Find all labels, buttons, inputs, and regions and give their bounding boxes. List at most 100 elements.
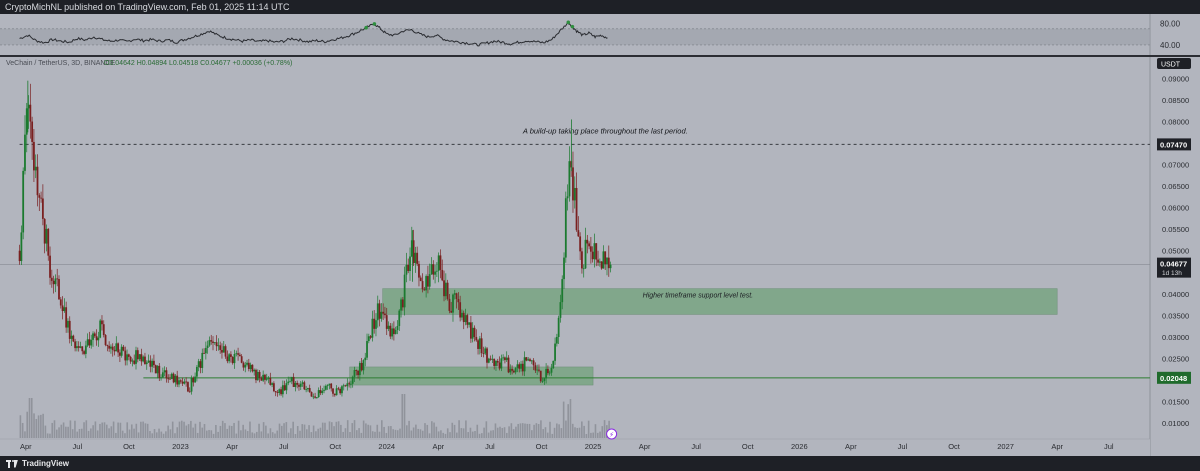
candle-body: [543, 378, 546, 382]
candle-body: [278, 389, 281, 393]
candle-body: [106, 345, 109, 346]
candle-body: [493, 358, 496, 366]
time-tick-label: Jul: [279, 442, 289, 451]
candle-body: [290, 376, 293, 382]
volume-bar: [542, 429, 544, 438]
time-tick-label: Jul: [691, 442, 701, 451]
candle-body: [604, 251, 607, 265]
candle-body: [432, 264, 435, 275]
candle-body: [412, 240, 415, 264]
volume-bar: [151, 433, 154, 438]
volume-bar: [449, 432, 451, 438]
volume-bar: [180, 420, 183, 438]
candle-body: [253, 369, 256, 372]
candle-body: [40, 197, 42, 199]
volume-bar: [324, 422, 326, 438]
volume-bar: [465, 420, 467, 438]
volume-bar: [496, 427, 499, 438]
time-tick-label: 2025: [585, 442, 602, 451]
candle-body: [452, 294, 454, 313]
candle-body: [228, 354, 231, 362]
time-tick-label: Apr: [433, 442, 445, 451]
volume-bar: [390, 426, 392, 438]
candle-body: [525, 357, 528, 361]
time-tick-label: Apr: [20, 442, 32, 451]
volume-bar: [242, 424, 244, 438]
volume-bar: [415, 424, 417, 438]
volume-bar: [160, 431, 163, 438]
price-chart[interactable]: 80.00 40.00 VeChain / TetherUS, 3D, BINANC…: [0, 14, 1200, 456]
candle-body: [600, 261, 603, 269]
rsi-band: [0, 28, 1150, 45]
volume-bar: [80, 428, 83, 438]
volume-bar: [537, 424, 540, 438]
candle-body: [425, 276, 428, 291]
candle-body: [514, 367, 517, 373]
volume-bar: [335, 421, 338, 438]
candle-body: [491, 358, 494, 360]
candle-body: [512, 370, 515, 373]
candle-body: [251, 364, 254, 372]
candle-body: [83, 351, 85, 354]
volume-bar: [512, 429, 515, 438]
volume-bar: [349, 432, 351, 438]
volume-bar: [544, 427, 547, 438]
volume-bar: [360, 432, 363, 438]
candle-body: [127, 354, 130, 357]
volume-bar: [603, 420, 606, 438]
vechain-logo-icon[interactable]: [606, 428, 618, 440]
volume-bar: [96, 430, 99, 438]
volume-bar: [260, 431, 263, 438]
candle-body: [401, 299, 404, 308]
candle-body: [274, 391, 277, 393]
candle-body: [575, 187, 578, 231]
volume-bar: [501, 427, 504, 438]
candle-body: [394, 329, 397, 335]
volume-bar: [112, 421, 115, 438]
candle-body: [145, 362, 148, 365]
candle-body: [398, 310, 401, 326]
candle-body: [589, 246, 592, 252]
candle-body: [348, 383, 351, 385]
tradingview-logo[interactable]: TradingView: [6, 458, 69, 469]
volume-bar: [83, 422, 85, 438]
candle-body: [586, 239, 589, 244]
candle-body: [350, 383, 352, 385]
candle-body: [328, 383, 331, 386]
candle-body: [249, 364, 252, 370]
candle-body: [489, 358, 492, 360]
candle-body: [201, 352, 204, 368]
last-price-text: 0.04677: [1160, 260, 1187, 269]
candle-body: [43, 218, 46, 244]
price-tick-label: 0.06000: [1162, 204, 1189, 213]
candle-body: [260, 378, 263, 381]
candle-body: [484, 348, 487, 354]
candle-body: [554, 343, 556, 361]
candle-body: [111, 346, 114, 350]
candle-body: [595, 243, 598, 260]
candle-body: [113, 349, 116, 352]
candle-body: [74, 341, 77, 349]
volume-bar: [374, 431, 376, 438]
candle-body: [593, 243, 596, 260]
volume-bar: [362, 420, 365, 438]
candle-body: [561, 279, 564, 303]
volume-bar: [33, 413, 35, 438]
candle-body: [312, 396, 315, 398]
candle-body: [462, 312, 465, 323]
candle-body: [174, 375, 177, 383]
level-badge-text: 0.02048: [1160, 374, 1187, 383]
candle-body: [140, 354, 143, 362]
candle-body: [187, 382, 189, 392]
price-tick-label: 0.03000: [1162, 333, 1189, 342]
time-axis[interactable]: [0, 439, 1150, 456]
price-pane[interactable]: [0, 57, 1150, 456]
volume-bar: [87, 430, 90, 438]
volume-bar: [42, 413, 44, 438]
volume-bar: [506, 432, 508, 438]
candle-body: [521, 363, 524, 372]
currency-badge[interactable]: [1157, 58, 1191, 69]
volume-bar: [171, 421, 174, 438]
tradingview-logo-icon: [6, 459, 18, 468]
candle-body: [364, 357, 367, 361]
